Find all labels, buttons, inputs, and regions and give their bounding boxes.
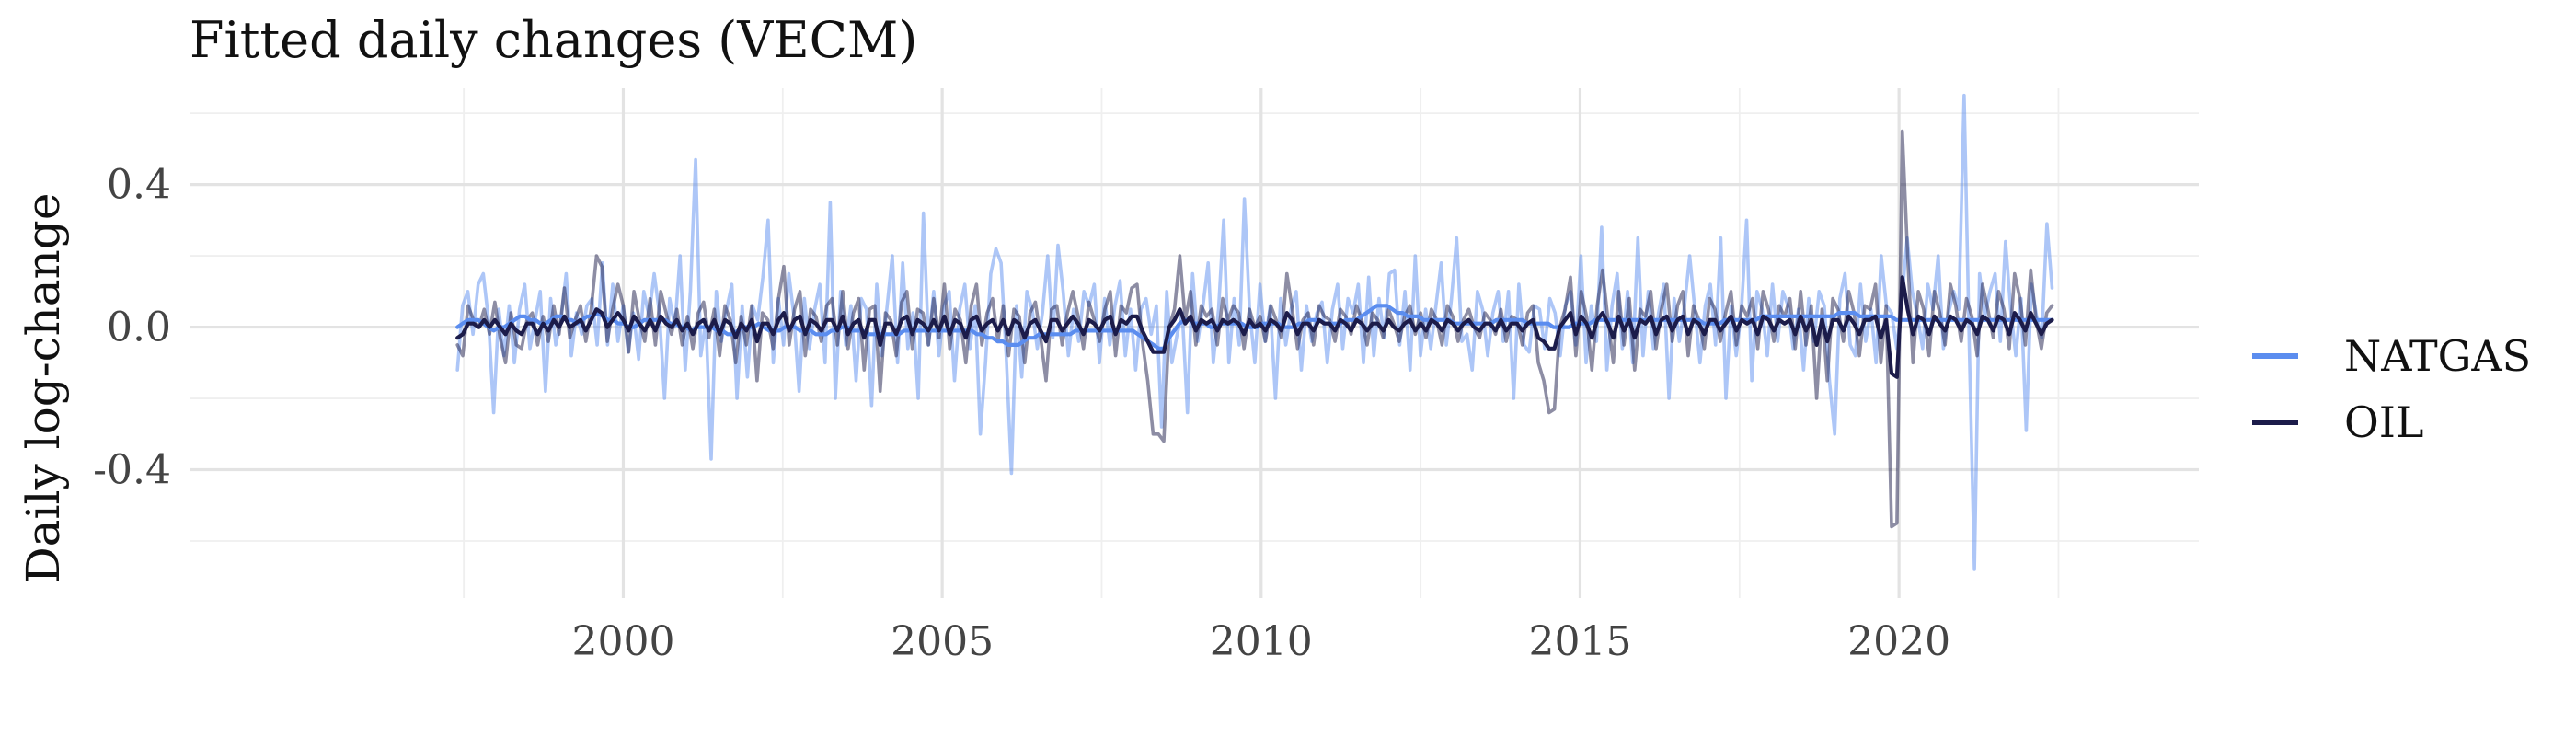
chart-title: Fitted daily changes (VECM) — [190, 11, 917, 69]
x-tick-label: 2000 — [571, 618, 674, 665]
y-tick-label: 0.4 — [107, 162, 171, 209]
y-tick-label: 0.0 — [107, 305, 171, 351]
legend-label-oil: OIL — [2344, 397, 2423, 447]
x-tick-label: 2005 — [891, 618, 994, 665]
plot-area — [455, 93, 2054, 571]
x-tick-label: 2020 — [1847, 618, 1950, 665]
legend-label-natgas: NATGAS — [2344, 331, 2531, 381]
y-axis-title: Daily log-change — [17, 193, 70, 584]
x-tick-label: 2010 — [1210, 618, 1313, 665]
y-tick-label: -0.4 — [93, 447, 171, 494]
legend: NATGAS OIL — [2252, 331, 2531, 447]
x-tick-label: 2015 — [1528, 618, 1631, 665]
tick-labels: 2000 2005 2010 2015 2020 -0.4 0.0 0.4 — [93, 162, 1950, 665]
series-line-oil-fitted — [455, 275, 2054, 379]
